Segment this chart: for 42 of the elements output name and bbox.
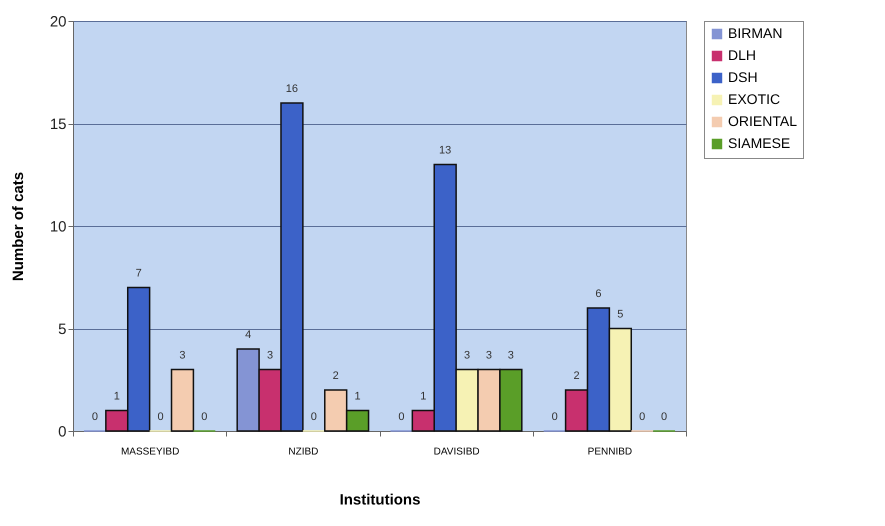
legend-label: EXOTIC [728, 91, 780, 107]
data-label: 1 [354, 390, 361, 402]
data-label: 16 [286, 83, 298, 95]
legend-label: DSH [728, 69, 758, 85]
y-tick-label: 0 [58, 424, 66, 440]
data-label: 0 [310, 411, 317, 423]
data-label: 2 [332, 370, 339, 382]
data-label: 0 [158, 411, 164, 423]
data-label: 0 [398, 411, 404, 423]
data-label: 13 [439, 144, 452, 156]
data-label: 0 [92, 411, 98, 423]
y-tick-label: 5 [58, 321, 66, 338]
data-label: 1 [114, 390, 120, 402]
data-label: 7 [136, 268, 142, 280]
data-label: 3 [266, 350, 274, 362]
data-label: 0 [639, 411, 646, 423]
data-label: 3 [486, 350, 492, 362]
data-label: 6 [595, 288, 602, 300]
x-tick-label: DAVISIBD [434, 446, 480, 458]
y-axis-title: Number of cats [10, 172, 27, 282]
bar [170, 368, 194, 432]
legend-label: DLH [728, 47, 756, 63]
legend-label: SIAMESE [728, 135, 790, 151]
data-label: 4 [245, 329, 252, 341]
y-tick-label: 15 [50, 116, 66, 133]
legend-label: BIRMAN [728, 25, 782, 41]
data-label: 0 [201, 411, 208, 423]
data-label: 5 [617, 308, 624, 320]
data-label: 3 [179, 350, 186, 362]
data-label: 0 [552, 411, 558, 423]
x-tick-label: PENNIBD [588, 446, 632, 458]
x-tick-label: MASSEYIBD [120, 446, 180, 458]
x-axis-title: Institutions [340, 492, 420, 508]
x-tick-label: NZIBD [288, 446, 318, 458]
y-tick-label: 20 [50, 14, 66, 30]
data-label: 1 [420, 390, 426, 402]
y-tick-label: 10 [50, 218, 66, 236]
data-label: 3 [508, 350, 514, 362]
data-label: 0 [661, 411, 668, 423]
data-label: 3 [464, 350, 470, 362]
data-label: 2 [573, 370, 580, 382]
legend-label: ORIENTAL [728, 113, 798, 129]
